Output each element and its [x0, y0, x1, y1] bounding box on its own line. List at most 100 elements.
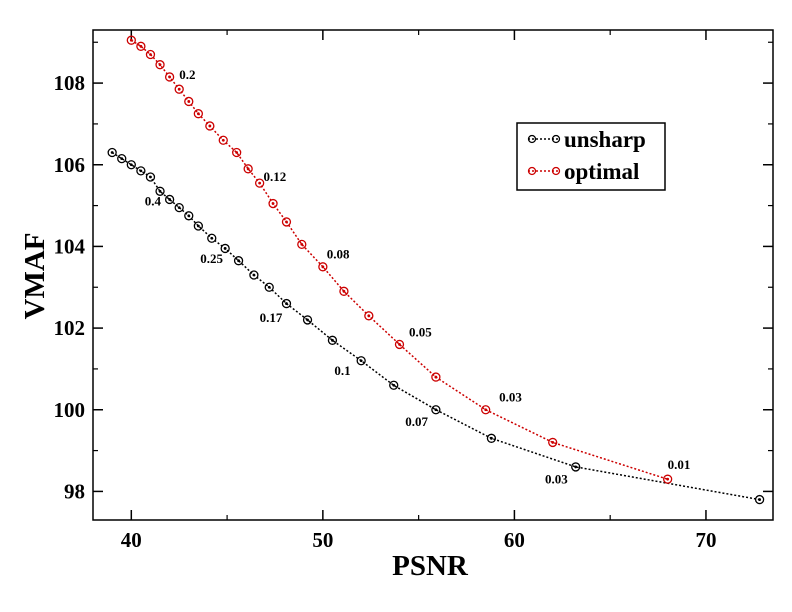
data-point-core-optimal	[367, 314, 371, 318]
data-point-core-optimal	[271, 202, 275, 205]
data-point-core-unsharp	[196, 224, 200, 228]
annotation-label: 0.05	[409, 324, 432, 339]
data-point-core-unsharp	[210, 236, 214, 240]
annotation-label: 0.4	[145, 194, 162, 209]
data-point-core-unsharp	[359, 359, 363, 363]
data-point-optimal	[548, 437, 558, 448]
data-point-unsharp	[220, 243, 230, 254]
data-point-optimal	[431, 372, 441, 382]
data-point-core-optimal	[666, 477, 670, 481]
x-tick-label: 70	[695, 528, 716, 552]
series-layer	[107, 35, 765, 505]
data-point-optimal	[205, 121, 215, 131]
data-point-core-optimal	[208, 124, 212, 128]
data-point-core-optimal	[187, 100, 191, 103]
data-point-optimal	[126, 35, 136, 45]
plot-frame	[92, 29, 774, 521]
data-point-unsharp	[136, 166, 146, 176]
data-point-core-optimal	[235, 151, 239, 154]
data-point-unsharp	[145, 172, 156, 182]
data-point-optimal	[193, 109, 204, 119]
y-tick-label: 98	[64, 479, 85, 503]
data-point-core-optimal	[342, 289, 346, 293]
legend-marker-optimal	[527, 166, 537, 176]
data-point-optimal	[254, 178, 265, 188]
legend-label-optimal: optimal	[564, 159, 639, 184]
data-point-core-unsharp	[237, 259, 240, 263]
data-point-core-optimal	[246, 167, 250, 171]
data-point-unsharp	[389, 380, 399, 390]
data-point-core-optimal	[321, 265, 325, 269]
data-point-core-optimal	[221, 138, 225, 142]
data-point-optimal	[318, 262, 328, 272]
data-point-core-unsharp	[129, 163, 133, 167]
series-line-unsharp	[111, 151, 760, 501]
data-point-core-unsharp	[434, 408, 438, 412]
data-point-optimal	[268, 198, 278, 209]
data-point-core-optimal	[158, 63, 162, 67]
legend-marker-optimal	[551, 166, 561, 176]
legend: unsharp optimal	[516, 122, 666, 191]
x-tick-label: 50	[312, 528, 333, 552]
data-point-optimal	[218, 135, 228, 145]
data-point-unsharp	[264, 282, 274, 292]
data-point-unsharp	[486, 433, 497, 443]
annotation-label: 0.03	[499, 390, 522, 405]
annotation-label: 0.2	[179, 67, 195, 82]
data-point-unsharp	[281, 298, 292, 309]
data-point-optimal	[339, 286, 349, 296]
data-point-core-optimal	[196, 112, 200, 116]
data-point-optimal	[145, 49, 156, 60]
y-tick-label: 104	[54, 234, 86, 258]
data-point-core-unsharp	[574, 465, 578, 469]
data-point-core-optimal	[168, 75, 172, 79]
data-point-unsharp	[233, 256, 244, 266]
data-point-core-unsharp	[149, 175, 152, 179]
data-point-core-unsharp	[120, 157, 124, 161]
data-point-core-unsharp	[139, 169, 143, 173]
data-point-optimal	[164, 72, 175, 82]
data-point-core-unsharp	[158, 189, 162, 193]
data-point-optimal	[297, 239, 307, 250]
data-point-unsharp	[193, 221, 204, 231]
data-point-core-unsharp	[177, 206, 181, 210]
data-point-unsharp	[327, 335, 338, 345]
data-point-core-unsharp	[306, 318, 309, 322]
data-point-optimal	[364, 311, 374, 321]
data-point-unsharp	[155, 186, 165, 196]
legend-marker-unsharp	[551, 134, 561, 144]
y-tick-label: 100	[54, 398, 86, 422]
data-point-core-unsharp	[758, 498, 761, 501]
data-point-optimal	[174, 84, 184, 94]
annotation-layer: 0.2 0.12 0.08 0.05 0.03 0.01 0.4 0.25 0.17 0.1 0.0…	[145, 67, 691, 486]
data-point-core-optimal	[300, 242, 304, 246]
data-point-core-optimal	[434, 375, 438, 379]
data-point-unsharp	[107, 147, 117, 158]
data-point-core-unsharp	[110, 151, 114, 154]
data-point-core-unsharp	[223, 247, 227, 250]
data-point-unsharp	[117, 153, 127, 164]
y-axis-title: VMAF	[19, 233, 51, 320]
data-point-unsharp	[302, 315, 313, 325]
axis-ticks: 40 50 60 70 98 100 102 104 106 108	[54, 30, 773, 552]
data-point-unsharp	[207, 233, 217, 243]
annotation-label: 0.08	[327, 247, 350, 262]
data-point-optimal	[136, 41, 146, 51]
data-point-unsharp	[754, 494, 765, 505]
y-tick-label: 102	[54, 316, 86, 340]
data-point-unsharp	[249, 270, 259, 280]
data-point-core-optimal	[551, 441, 555, 444]
data-point-core-optimal	[484, 408, 488, 412]
annotation-label: 0.01	[668, 457, 691, 472]
annotation-label: 0.1	[334, 363, 350, 378]
data-point-core-unsharp	[392, 383, 396, 387]
legend-box	[516, 122, 666, 191]
legend-label-unsharp: unsharp	[564, 127, 646, 152]
legend-marker-unsharp	[527, 134, 537, 144]
annotation-label: 0.25	[200, 251, 223, 266]
x-axis-title: PSNR	[392, 550, 469, 582]
x-tick-label: 40	[121, 528, 142, 552]
data-point-core-optimal	[129, 38, 133, 42]
annotation-label: 0.12	[263, 169, 286, 184]
